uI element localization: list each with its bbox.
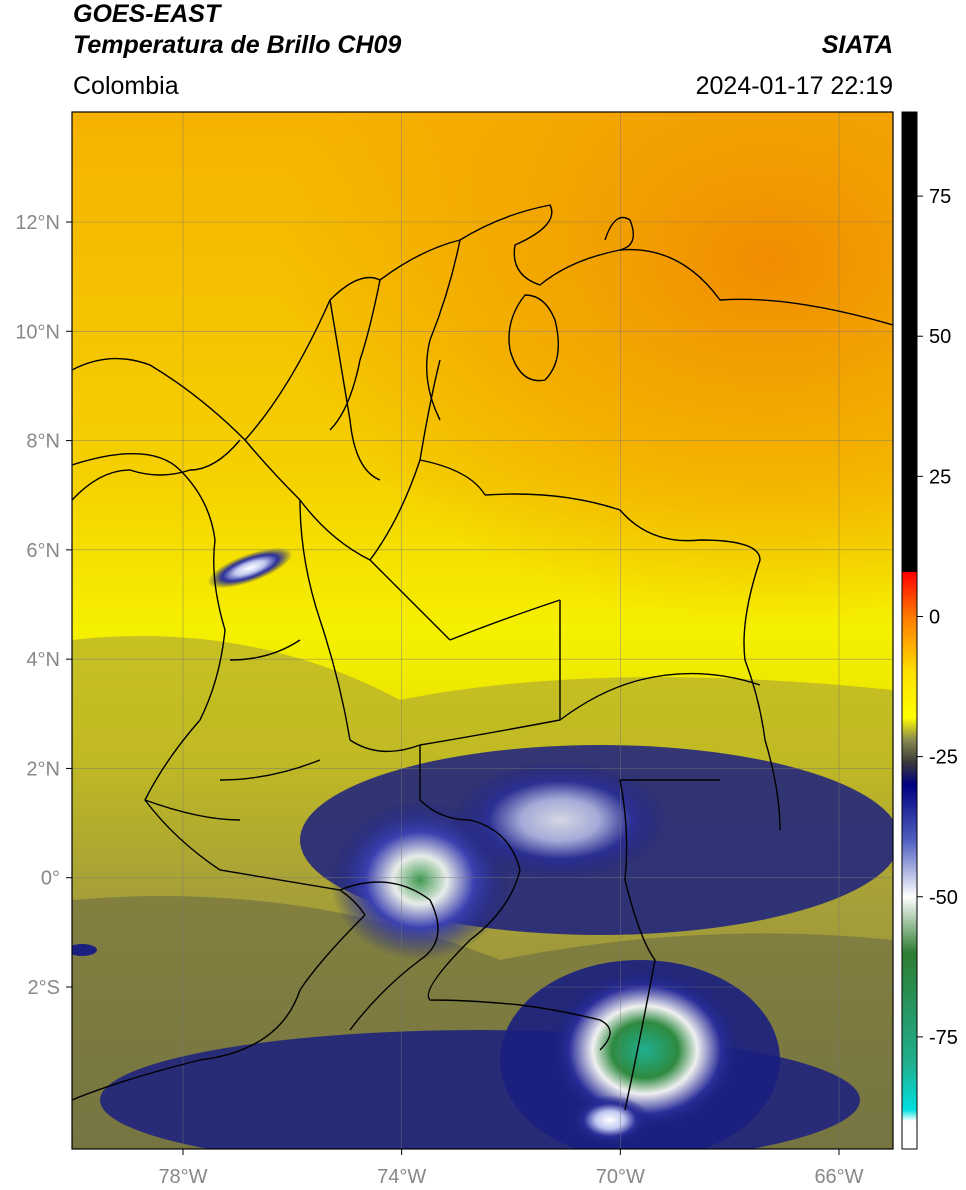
latitude-tick-label: 12°N (15, 212, 60, 234)
region-label: Colombia (73, 72, 179, 100)
map-title: GOES-EAST (73, 0, 221, 28)
latitude-tick-label: 0° (41, 868, 60, 890)
longitude-tick-label: 74°W (377, 1166, 426, 1188)
longitude-tick-label: 78°W (158, 1166, 207, 1188)
latitude-tick-label: 2°N (26, 758, 60, 780)
datetime-label: 2024-01-17 22:19 (695, 72, 893, 100)
latitude-labels: 12°N 10°N 8°N 6°N 4°N 2°N 0° 2°S (15, 212, 72, 999)
map-frame (71, 111, 894, 1150)
brightness-temperature-field (72, 112, 893, 1149)
latitude-tick-label: 4°N (26, 649, 60, 671)
latitude-tick-label: 2°S (28, 977, 60, 999)
country-borders (72, 204, 893, 1111)
colorbar-tick-label: 0 (929, 606, 940, 628)
latitude-tick-label: 8°N (26, 431, 60, 453)
longitude-tick-label: 70°W (596, 1166, 645, 1188)
colorbar-tick-label: 25 (929, 466, 951, 488)
organization-label: SIATA (821, 31, 893, 59)
colorbar-scale (901, 111, 918, 1150)
colorbar-tick-label: -50 (929, 887, 958, 909)
colorbar: 75 50 25 0 -25 -50 -75 (901, 111, 958, 1150)
longitude-labels: 78°W 74°W 70°W 66°W (158, 1149, 864, 1188)
colorbar-tick-label: -75 (929, 1027, 958, 1049)
latitude-tick-label: 6°N (26, 540, 60, 562)
map-gridlines (72, 112, 893, 1149)
map-subtitle: Temperatura de Brillo CH09 (73, 31, 402, 59)
colorbar-tick-label: -25 (929, 747, 958, 769)
latitude-tick-label: 10°N (15, 321, 60, 343)
colorbar-tick-label: 75 (929, 186, 951, 208)
colorbar-tick-label: 50 (929, 326, 951, 348)
longitude-tick-label: 66°W (814, 1166, 863, 1188)
